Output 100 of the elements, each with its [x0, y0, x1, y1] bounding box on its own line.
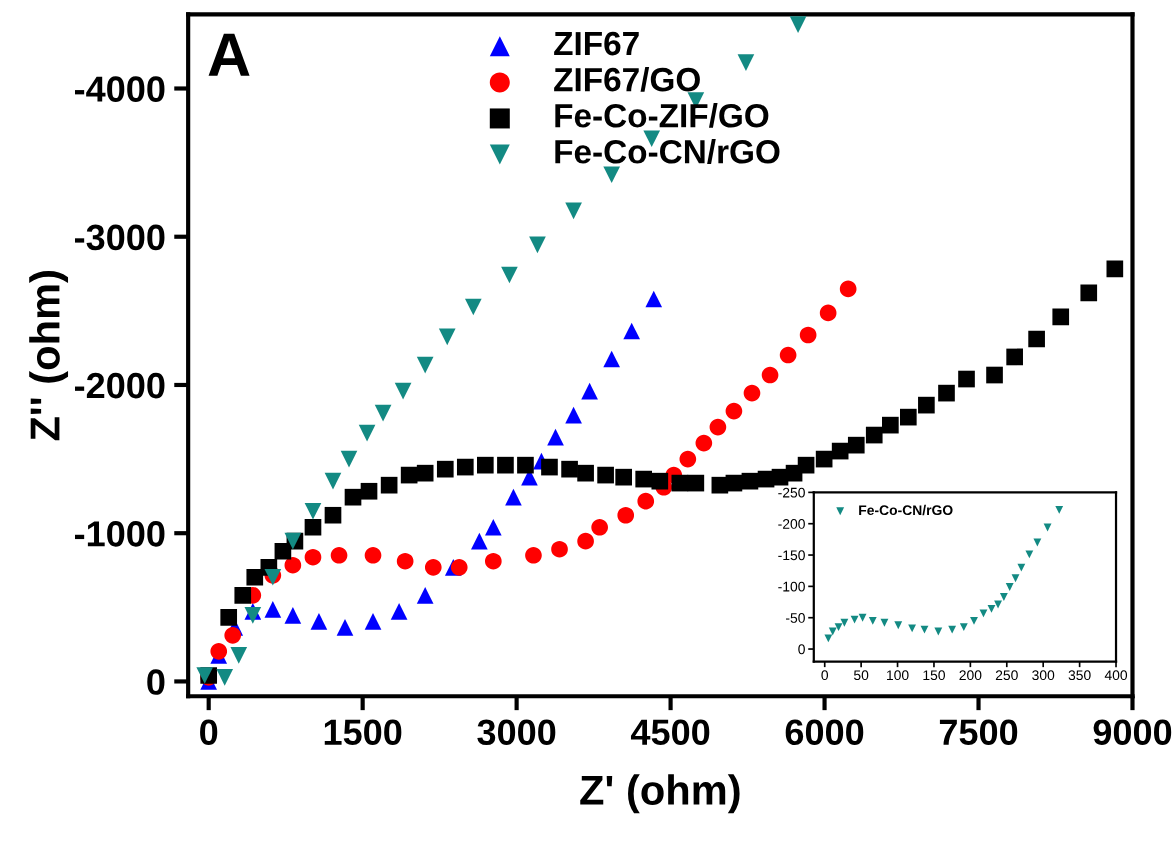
point [815, 450, 833, 468]
point [374, 404, 392, 422]
point [1028, 330, 1045, 348]
point [987, 605, 996, 613]
point [497, 456, 514, 474]
point [234, 586, 252, 604]
point [725, 402, 743, 420]
point [216, 669, 234, 686]
point [380, 476, 398, 494]
point [603, 350, 620, 368]
y-tick-label: -2000 [75, 372, 165, 399]
point [709, 418, 727, 436]
point [1033, 538, 1042, 547]
point [284, 556, 302, 574]
point [364, 546, 382, 564]
point [637, 492, 655, 510]
point [344, 488, 362, 506]
point [264, 601, 282, 618]
point [438, 328, 456, 346]
point [737, 54, 755, 71]
point [336, 619, 354, 636]
point [824, 634, 833, 643]
point [934, 627, 943, 636]
y-tick-label: -4000 [75, 76, 165, 102]
point [687, 474, 705, 492]
point [581, 382, 598, 400]
point [577, 464, 594, 482]
point [847, 436, 865, 454]
point [959, 623, 968, 632]
point [840, 618, 849, 627]
point [561, 460, 578, 478]
point [948, 625, 957, 634]
point [565, 406, 582, 424]
point [416, 586, 434, 604]
point [882, 416, 899, 434]
point [358, 424, 376, 442]
point [304, 502, 322, 520]
point [340, 450, 358, 468]
point [525, 546, 542, 564]
point [994, 600, 1002, 609]
point [920, 625, 929, 634]
point [839, 280, 857, 298]
point [986, 366, 1003, 384]
point [416, 356, 434, 374]
point [1043, 523, 1052, 532]
y-tick-label: -1000 [75, 521, 165, 547]
x-tick-label: 7500 [939, 719, 1018, 745]
point [360, 482, 378, 500]
point [858, 613, 867, 622]
point [224, 627, 242, 644]
point [828, 627, 837, 636]
point [908, 624, 917, 633]
point [865, 426, 883, 444]
point [938, 384, 955, 402]
point [577, 532, 594, 550]
point [651, 472, 669, 490]
point [615, 468, 633, 486]
point [779, 346, 797, 364]
point [1011, 574, 1020, 583]
point [436, 460, 454, 478]
point [1025, 550, 1034, 559]
x-tick-label: 1500 [324, 719, 402, 745]
point [868, 616, 877, 625]
point [310, 613, 328, 630]
point [635, 470, 653, 488]
point [456, 458, 474, 476]
point [899, 408, 917, 426]
y-axis-title: Z'' (ohm) [29, 271, 69, 441]
point [416, 464, 434, 482]
point [400, 466, 418, 484]
point [831, 442, 849, 460]
point [918, 396, 935, 414]
point [541, 458, 558, 476]
point [799, 326, 817, 344]
point [484, 552, 502, 570]
point [789, 16, 807, 33]
point [617, 506, 635, 524]
point [999, 593, 1008, 601]
point [476, 456, 494, 474]
point [741, 472, 759, 490]
point [1006, 348, 1023, 366]
point [695, 434, 713, 452]
point [284, 606, 302, 624]
point [565, 202, 582, 220]
point [324, 472, 342, 490]
point [304, 518, 322, 536]
point [424, 558, 442, 576]
legend-label: Fe-Co-CN/rGO [555, 139, 780, 164]
annotation: A [208, 33, 250, 76]
point [850, 615, 859, 624]
point [1080, 284, 1098, 302]
point [501, 266, 518, 284]
point [390, 602, 408, 620]
legend-label: ZIF67 [554, 31, 639, 56]
point [725, 474, 743, 492]
point [743, 384, 761, 402]
point [671, 474, 689, 492]
point [597, 466, 614, 484]
point [364, 613, 382, 630]
point [797, 456, 815, 474]
